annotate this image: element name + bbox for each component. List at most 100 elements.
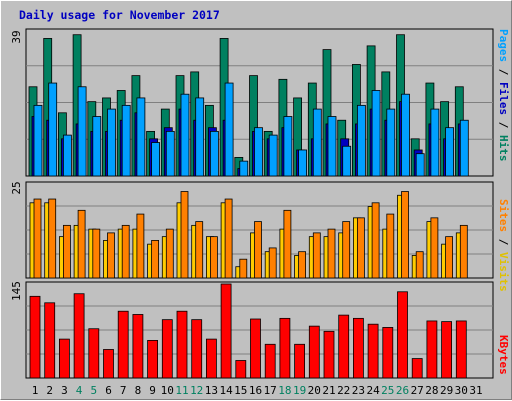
pages-bar-3 (63, 134, 72, 177)
sites-bar-29 (445, 236, 454, 279)
kbytes-bar-27 (411, 358, 423, 379)
x-label-2: 2 (46, 384, 53, 397)
pages-bar-20 (312, 108, 322, 177)
legend-files: Files (497, 82, 510, 115)
sites-bar-7 (121, 224, 130, 279)
x-label-20: 20 (308, 384, 321, 397)
kbytes-bar-14 (220, 283, 232, 379)
x-label-15: 15 (234, 384, 247, 397)
middle-legend: Sites / Visits (497, 199, 510, 292)
pages-bar-8 (136, 97, 146, 177)
pages-bar-2 (48, 82, 58, 177)
pages-bar-25 (386, 108, 396, 177)
sites-bar-18 (283, 209, 292, 279)
sites-bar-24 (371, 202, 380, 279)
sites-bar-14 (224, 198, 233, 279)
sites-bar-20 (312, 232, 321, 279)
top-max-label: 39 (10, 30, 23, 43)
pages-bar-18 (283, 116, 293, 177)
chart-bars (28, 34, 469, 379)
kbytes-bar-16 (250, 318, 261, 379)
kbytes-bar-17 (264, 343, 276, 379)
sites-bar-17 (268, 247, 277, 279)
pages-bar-12 (195, 97, 205, 177)
kbytes-bar-3 (59, 338, 70, 379)
x-label-17: 17 (264, 384, 277, 397)
x-label-21: 21 (322, 384, 335, 397)
x-label-4: 4 (76, 384, 83, 397)
sites-bar-25 (386, 213, 395, 279)
x-axis-labels: 1 2 3 4 5 6 7 8 9 10 11 12 13 14 15 16 17 18 19 20 21 22 23 24 2… (32, 384, 483, 397)
sites-bar-30 (459, 224, 468, 279)
x-label-25: 25 (381, 384, 394, 397)
pages-bar-14 (224, 82, 234, 177)
x-label-10: 10 (161, 384, 174, 397)
legend-pages: Pages (497, 29, 510, 62)
sites-bar-8 (136, 213, 145, 279)
kbytes-bar-30 (455, 320, 467, 379)
kbytes-bar-5 (88, 328, 100, 379)
x-label-28: 28 (425, 384, 438, 397)
kbytes-bar-15 (235, 360, 247, 379)
sites-bar-22 (342, 221, 351, 279)
kbytes-bar-10 (161, 319, 173, 379)
pages-bar-19 (298, 149, 308, 177)
kbytes-bar-8 (132, 314, 144, 379)
kbytes-bar-9 (147, 339, 159, 379)
x-label-22: 22 (337, 384, 350, 397)
x-label-9: 9 (149, 384, 156, 397)
kbytes-bar-6 (103, 349, 114, 379)
x-label-13: 13 (205, 384, 218, 397)
sites-bar-19 (298, 251, 307, 279)
sites-bar-9 (151, 239, 160, 279)
x-label-1: 1 (32, 384, 39, 397)
sites-bar-13 (209, 236, 218, 279)
sites-bar-12 (195, 221, 204, 279)
x-label-12: 12 (190, 384, 203, 397)
sites-bar-26 (401, 191, 409, 279)
pages-bar-21 (327, 116, 337, 177)
kbytes-bar-2 (44, 302, 56, 379)
x-label-11: 11 (175, 384, 188, 397)
kbytes-bar-29 (441, 321, 453, 379)
sites-bar-4 (77, 209, 86, 279)
legend-visits: Visits (497, 252, 510, 292)
kbytes-bar-22 (338, 314, 350, 379)
sites-bar-23 (356, 217, 365, 279)
sites-bar-15 (239, 258, 248, 279)
kbytes-bar-1 (29, 295, 41, 379)
kbytes-bar-11 (176, 310, 188, 379)
pages-bar-23 (356, 104, 366, 177)
pages-bar-6 (107, 108, 116, 177)
x-label-31: 31 (469, 384, 482, 397)
x-label-18: 18 (278, 384, 291, 397)
middle-max-label: 25 (10, 181, 23, 194)
sites-bar-1 (33, 198, 42, 279)
kbytes-bar-23 (352, 317, 364, 379)
top-legend: Pages / Files / Hits (497, 29, 510, 162)
kbytes-bar-20 (308, 325, 320, 379)
x-label-27: 27 (411, 384, 424, 397)
pages-bar-27 (415, 153, 425, 177)
kbytes-bar-28 (426, 320, 438, 379)
pages-bar-15 (239, 160, 249, 177)
x-label-30: 30 (455, 384, 468, 397)
sites-bar-2 (48, 198, 57, 279)
kbytes-bar-21 (323, 330, 335, 379)
x-label-23: 23 (352, 384, 365, 397)
x-label-5: 5 (90, 384, 97, 397)
chart-title: Daily usage for November 2017 (19, 8, 220, 22)
x-label-7: 7 (120, 384, 127, 397)
pages-bar-22 (342, 145, 352, 177)
sites-bar-16 (254, 221, 262, 279)
pages-bar-29 (445, 127, 455, 177)
pages-bar-10 (165, 130, 175, 177)
pages-bar-16 (254, 127, 263, 177)
sites-bar-27 (415, 251, 424, 279)
legend-sep-2: / (497, 115, 510, 135)
sites-bar-28 (430, 217, 439, 279)
sites-bar-10 (165, 228, 174, 279)
kbytes-bar-7 (117, 310, 129, 379)
